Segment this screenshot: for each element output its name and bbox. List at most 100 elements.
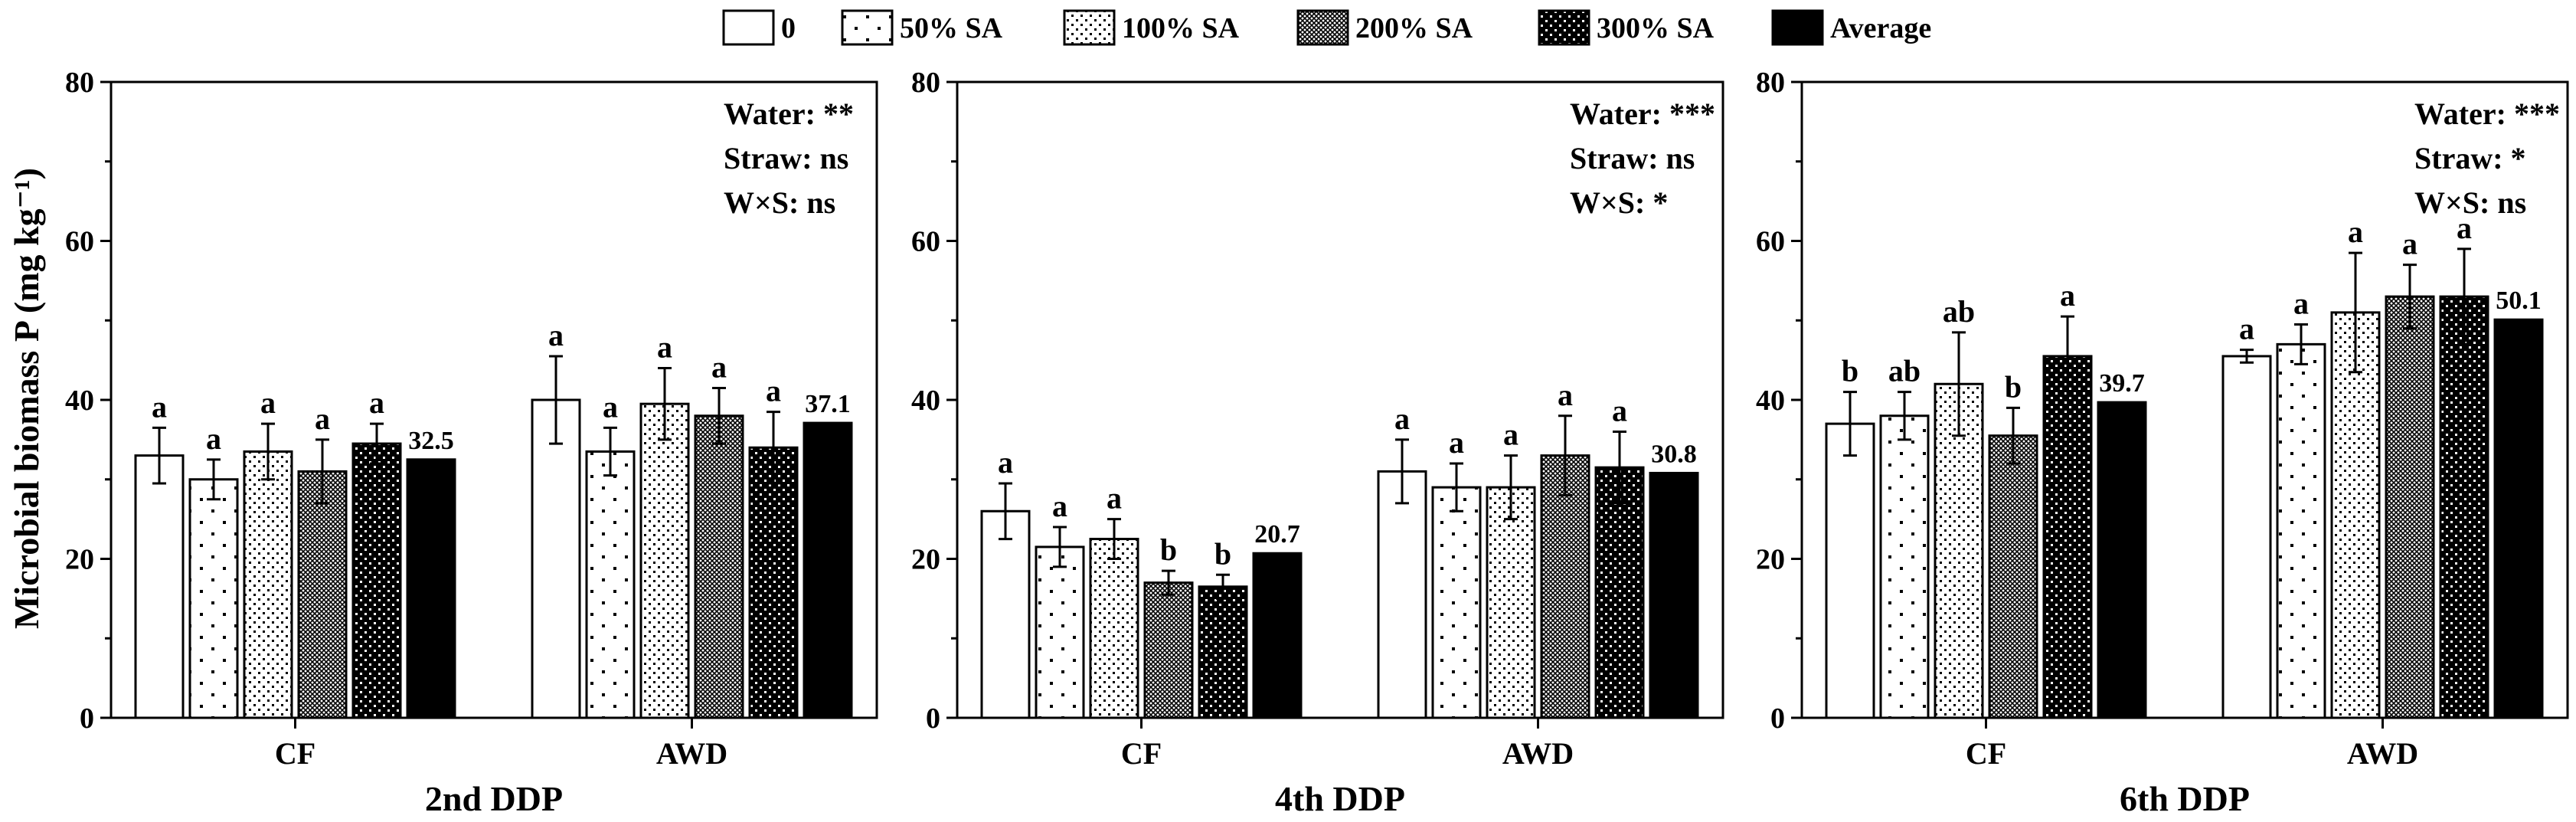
bar-6th-ddp-cf-50-sa [1879, 414, 1930, 719]
stats-annotation-6th-ddp-2: W×S: ns [2414, 185, 2526, 220]
y-tick-label-6th-ddp-80: 80 [1756, 67, 1785, 99]
significance-letter-2nd-ddp-awd-100-sa: a [657, 330, 672, 365]
bar-4th-ddp-awd-50-sa [1431, 486, 1482, 719]
significance-letter-2nd-ddp-cf-50-sa: a [206, 421, 221, 456]
y-tick-label-4th-ddp-80: 80 [911, 67, 940, 99]
error-bar-2nd-ddp-awd-100-sa [658, 367, 672, 441]
y-tick-label-6th-ddp-20: 20 [1756, 544, 1785, 576]
panel-4th-ddp: a a a b b 20.7 CF a a a a a 30.8 AWD 0 20 40 60 80 Water: *… [911, 67, 1724, 818]
error-bar-2nd-ddp-awd-50-sa [603, 426, 617, 477]
average-label-6th-ddp-cf-average: 39.7 [2099, 369, 2145, 398]
significance-letter-6th-ddp-awd-300-sa: a [2457, 211, 2472, 245]
bar-2nd-ddp-cf-200-sa [297, 470, 348, 719]
stats-annotation-4th-ddp-0: Water: *** [1570, 97, 1715, 131]
y-tick-label-2nd-ddp-20: 20 [65, 544, 94, 576]
bar-2nd-ddp-awd-0 [531, 398, 581, 719]
significance-letter-2nd-ddp-cf-300-sa: a [369, 385, 384, 420]
stats-annotation-2nd-ddp-2: W×S: ns [724, 185, 835, 220]
bar-6th-ddp-awd-average [2493, 318, 2544, 719]
x-tick-label-2nd-ddp-cf: CF [275, 736, 315, 771]
legend-label-0: 0 [781, 12, 796, 44]
legend-swatch-50-sa [841, 9, 894, 46]
stats-annotation-2nd-ddp-0: Water: ** [724, 97, 854, 131]
bar-4th-ddp-awd-100-sa [1486, 486, 1536, 719]
y-tick-label-2nd-ddp-60: 60 [65, 226, 94, 258]
bar-4th-ddp-cf-300-sa [1198, 585, 1248, 719]
bar-2nd-ddp-cf-0 [134, 454, 185, 719]
bar-2nd-ddp-awd-300-sa [748, 446, 799, 719]
bar-6th-ddp-awd-300-sa [2439, 295, 2489, 719]
significance-letter-6th-ddp-awd-100-sa: a [2348, 215, 2363, 249]
bar-6th-ddp-cf-100-sa [1934, 382, 1984, 719]
bar-4th-ddp-cf-average [1252, 552, 1303, 719]
significance-letter-2nd-ddp-cf-0: a [152, 389, 167, 424]
x-tick-label-4th-ddp-awd: AWD [1502, 736, 1574, 771]
legend-swatch-200-sa [1296, 9, 1349, 46]
error-bar-6th-ddp-awd-50-sa [2294, 323, 2308, 365]
bar-4th-ddp-awd-average [1649, 471, 1699, 719]
average-label-4th-ddp-cf-average: 20.7 [1254, 520, 1300, 549]
x-tick-label-6th-ddp-cf: CF [1966, 736, 2006, 771]
error-bar-4th-ddp-awd-300-sa [1613, 431, 1626, 505]
x-tick-label-4th-ddp-cf: CF [1121, 736, 1162, 771]
error-bar-4th-ddp-awd-0 [1395, 438, 1409, 505]
average-label-4th-ddp-awd-average: 30.8 [1651, 440, 1697, 468]
y-tick-label-4th-ddp-20: 20 [911, 544, 940, 576]
y-tick-label-2nd-ddp-80: 80 [65, 67, 94, 99]
stats-annotation-4th-ddp-2: W×S: * [1570, 185, 1668, 220]
bar-4th-ddp-cf-200-sa [1143, 581, 1194, 719]
average-label-2nd-ddp-awd-average: 37.1 [805, 390, 851, 418]
bar-6th-ddp-awd-200-sa [2385, 295, 2435, 719]
error-bar-4th-ddp-cf-100-sa [1107, 518, 1121, 560]
error-bar-6th-ddp-cf-200-sa [2006, 406, 2020, 465]
error-bar-6th-ddp-awd-0 [2240, 349, 2254, 364]
error-bar-6th-ddp-awd-200-sa [2403, 264, 2417, 330]
y-tick-label-2nd-ddp-0: 0 [80, 702, 94, 735]
error-bar-2nd-ddp-awd-0 [549, 355, 563, 445]
bar-4th-ddp-awd-0 [1377, 470, 1427, 719]
legend-label-average: Average [1830, 12, 1931, 44]
panel-title-2nd-ddp: 2nd DDP [425, 779, 563, 818]
error-bar-4th-ddp-awd-50-sa [1450, 462, 1463, 513]
legend-swatch-0 [722, 9, 775, 46]
error-bar-2nd-ddp-cf-200-sa [315, 438, 329, 505]
significance-letter-6th-ddp-awd-50-sa: a [2293, 286, 2309, 320]
error-bar-2nd-ddp-awd-200-sa [712, 386, 726, 445]
bar-4th-ddp-awd-300-sa [1594, 466, 1645, 719]
bar-2nd-ddp-awd-100-sa [639, 402, 690, 719]
bar-2nd-ddp-awd-200-sa [694, 414, 744, 719]
legend-swatch-100-sa [1063, 9, 1116, 46]
bar-6th-ddp-awd-100-sa [2330, 311, 2381, 719]
significance-letter-4th-ddp-cf-100-sa: a [1107, 481, 1122, 516]
error-bar-6th-ddp-awd-100-sa [2349, 251, 2362, 374]
error-bar-4th-ddp-cf-300-sa [1216, 573, 1230, 600]
stats-annotation-6th-ddp-0: Water: *** [2414, 97, 2560, 131]
y-tick-label-4th-ddp-40: 40 [911, 385, 940, 417]
legend-label-200-sa: 200% SA [1355, 12, 1473, 44]
error-bar-6th-ddp-cf-300-sa [2061, 315, 2074, 398]
significance-letter-6th-ddp-awd-200-sa: a [2402, 227, 2417, 261]
error-bar-2nd-ddp-awd-300-sa [767, 411, 780, 485]
bar-2nd-ddp-cf-average [406, 458, 456, 719]
y-axis-title-group: Microbial biomass P (mg kg⁻¹) [7, 168, 46, 629]
error-bar-6th-ddp-awd-300-sa [2457, 247, 2471, 346]
bar-6th-ddp-awd-0 [2221, 355, 2272, 719]
panel-2nd-ddp: a a a a a 32.5 CF a a a a a 37.1 AWD 0 20 40 60 80 Water: *… [65, 67, 878, 818]
significance-letter-6th-ddp-cf-200-sa: b [2005, 369, 2022, 404]
significance-letter-6th-ddp-cf-100-sa: ab [1943, 294, 1975, 329]
significance-letter-4th-ddp-cf-50-sa: a [1052, 489, 1067, 523]
significance-letter-6th-ddp-cf-0: b [1842, 354, 1858, 388]
bar-6th-ddp-cf-0 [1825, 422, 1875, 719]
significance-letter-4th-ddp-cf-200-sa: b [1160, 532, 1177, 567]
bar-2nd-ddp-awd-50-sa [585, 450, 636, 719]
significance-letter-6th-ddp-awd-0: a [2239, 312, 2254, 346]
stats-annotation-2nd-ddp-1: Straw: ns [724, 141, 848, 175]
significance-letter-4th-ddp-awd-0: a [1394, 401, 1410, 436]
y-tick-label-6th-ddp-0: 0 [1770, 702, 1785, 735]
significance-letter-2nd-ddp-cf-200-sa: a [315, 401, 330, 436]
significance-letter-4th-ddp-awd-100-sa: a [1503, 418, 1518, 452]
significance-letter-4th-ddp-cf-0: a [998, 445, 1013, 480]
significance-letter-2nd-ddp-awd-50-sa: a [603, 389, 618, 424]
average-label-2nd-ddp-cf-average: 32.5 [408, 427, 454, 455]
